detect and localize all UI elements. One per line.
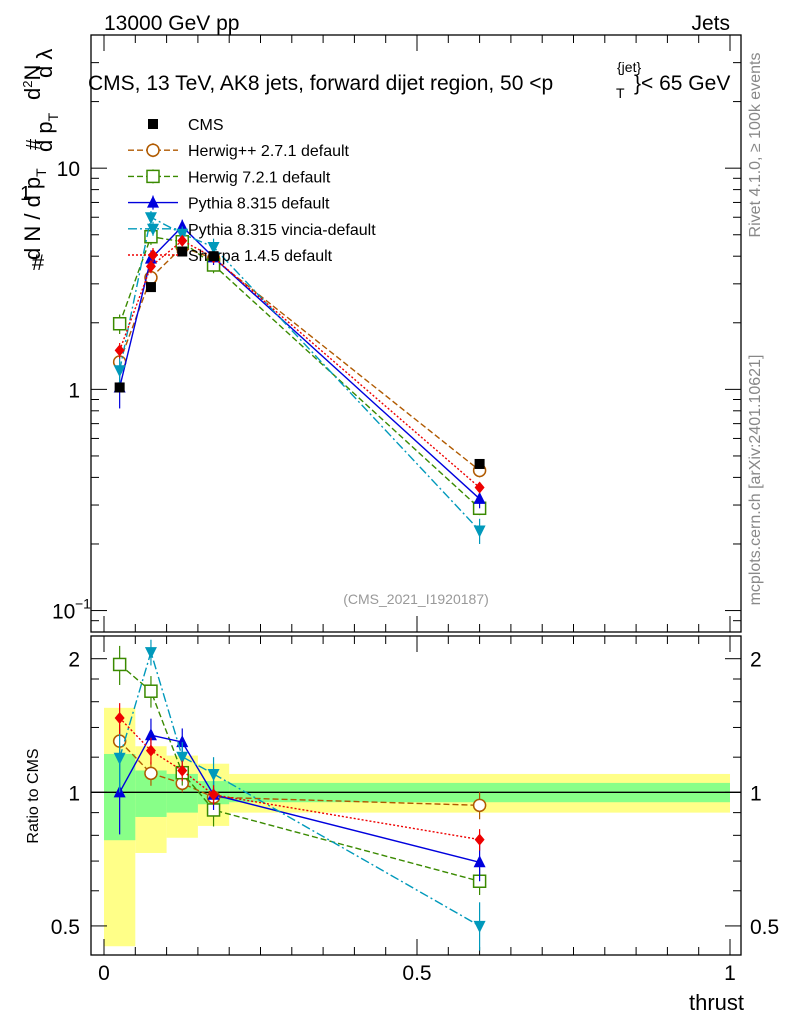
svg-text:d pT: d pT	[32, 112, 61, 152]
x-axis-title: thrust	[689, 990, 744, 1015]
y-axis-title: # 1 d N / d pT # d pT d2N d λ	[20, 49, 61, 275]
ratio-point	[474, 833, 485, 846]
y-tick-label-min-exp: −1	[75, 596, 91, 612]
y-tick-label-min: 10	[52, 601, 75, 624]
cms-data-point	[208, 251, 219, 262]
cms-data-point	[114, 382, 125, 393]
series-cms	[114, 246, 485, 469]
series-line	[118, 235, 481, 509]
cms-data-point	[177, 246, 188, 257]
data-point	[144, 212, 157, 225]
cms-data-point	[145, 282, 156, 293]
ratio-point	[113, 752, 126, 765]
legend-marker	[146, 169, 160, 184]
legend-marker	[148, 119, 158, 129]
cms-data-point	[474, 458, 485, 469]
ratio-tick-label: 2	[750, 649, 762, 672]
ratio-axis-title: Ratio to CMS	[25, 748, 42, 843]
title-main: CMS, 13 TeV, AK8 jets, forward dijet reg…	[88, 72, 553, 95]
title-end: }< 65 GeV	[634, 72, 730, 95]
x-tick-label: 0.5	[402, 962, 431, 985]
svg-text:#: #	[32, 250, 45, 275]
ratio-point	[114, 711, 125, 724]
ratio-point	[176, 735, 189, 748]
ratio-point	[145, 744, 156, 757]
y-tick-label: 10	[57, 158, 80, 181]
legend-label: CMS	[188, 117, 224, 134]
data-point	[473, 491, 486, 504]
ratio-point	[176, 751, 189, 764]
ratio-point	[473, 920, 486, 933]
legend-entry-vincia: Pythia 8.315 vincia-default	[128, 221, 376, 239]
analysis-label: (CMS_2021_I1920187)	[343, 591, 489, 607]
title-subscript: T	[616, 85, 625, 101]
legend-label: Herwig++ 2.7.1 default	[188, 143, 350, 160]
ratio-tick-label: 1	[68, 782, 80, 805]
legend-marker	[148, 249, 158, 261]
mc-curves	[112, 211, 487, 951]
svg-text:d N / d pT: d N / d pT	[20, 168, 49, 260]
category-label: Jets	[691, 12, 730, 35]
data-point	[112, 316, 127, 331]
ratio-point	[112, 657, 127, 672]
ratio-tick-label: 1	[750, 782, 762, 805]
legend-marker	[147, 223, 159, 236]
legend-label: Sherpa 1.4.5 default	[188, 248, 333, 265]
data-point	[207, 242, 220, 255]
ratio-point	[144, 728, 157, 741]
ratio-point	[144, 647, 157, 660]
series-herwigpp	[112, 240, 487, 820]
ratio-tick-label: 0.5	[750, 916, 779, 939]
svg-text:d λ: d λ	[32, 49, 57, 78]
plot-title: CMS, 13 TeV, AK8 jets, forward dijet reg…	[88, 59, 730, 101]
svg-text:#: #	[23, 138, 45, 150]
data-point	[473, 525, 486, 538]
data-point	[145, 260, 156, 273]
data-point	[176, 219, 189, 232]
svg-text:1: 1	[20, 183, 31, 205]
legend: CMS Herwig++ 2.7.1 default Herwig 7.2.1 de…	[128, 117, 376, 265]
title-superscript: {jet}	[617, 59, 641, 75]
rivet-label: Rivet 4.1.0, ≥ 100k events	[747, 53, 764, 238]
ratio-frame	[90, 635, 742, 956]
ratio-point	[144, 766, 158, 781]
uncertainty-bands	[91, 707, 741, 947]
legend-marker	[146, 143, 160, 157]
main-frame	[90, 34, 742, 633]
x-tick-label: 1	[724, 962, 736, 985]
data-point	[114, 344, 125, 357]
legend-marker	[147, 195, 159, 208]
y-tick-label: 1	[68, 379, 80, 402]
ratio-point	[207, 768, 220, 781]
ratio-point	[208, 788, 219, 801]
data-point	[177, 234, 188, 247]
data-point	[113, 365, 126, 378]
legend-entry-herwigpp: Herwig++ 2.7.1 default	[128, 143, 350, 160]
legend-label: Herwig 7.2.1 default	[188, 169, 331, 186]
x-tick-label: 0	[98, 962, 110, 985]
ratio-point	[177, 764, 188, 777]
ratio-line	[118, 649, 480, 927]
data-point	[474, 481, 485, 494]
ratio-tick-label: 0.5	[51, 916, 80, 939]
mcplots-label: mcplots.cern.ch [arXiv:2401.10621]	[747, 355, 764, 606]
series-line	[118, 246, 481, 471]
series-line	[118, 225, 481, 500]
ratio-point	[472, 798, 487, 813]
legend-entry-herwig7: Herwig 7.2.1 default	[128, 169, 331, 186]
legend-entry-sherpa: Sherpa 1.4.5 default	[128, 248, 333, 265]
energy-label: 13000 GeV pp	[104, 12, 239, 35]
legend-entry-cms: CMS	[148, 117, 224, 134]
ratio-point	[144, 684, 158, 698]
ratio-tick-label: 2	[68, 649, 80, 672]
legend-label: Pythia 8.315 default	[188, 196, 330, 213]
ratio-point	[473, 855, 486, 868]
legend-label: Pythia 8.315 vincia-default	[188, 222, 376, 239]
legend-entry-pythia: Pythia 8.315 default	[128, 195, 330, 213]
series-vincia	[113, 211, 486, 951]
